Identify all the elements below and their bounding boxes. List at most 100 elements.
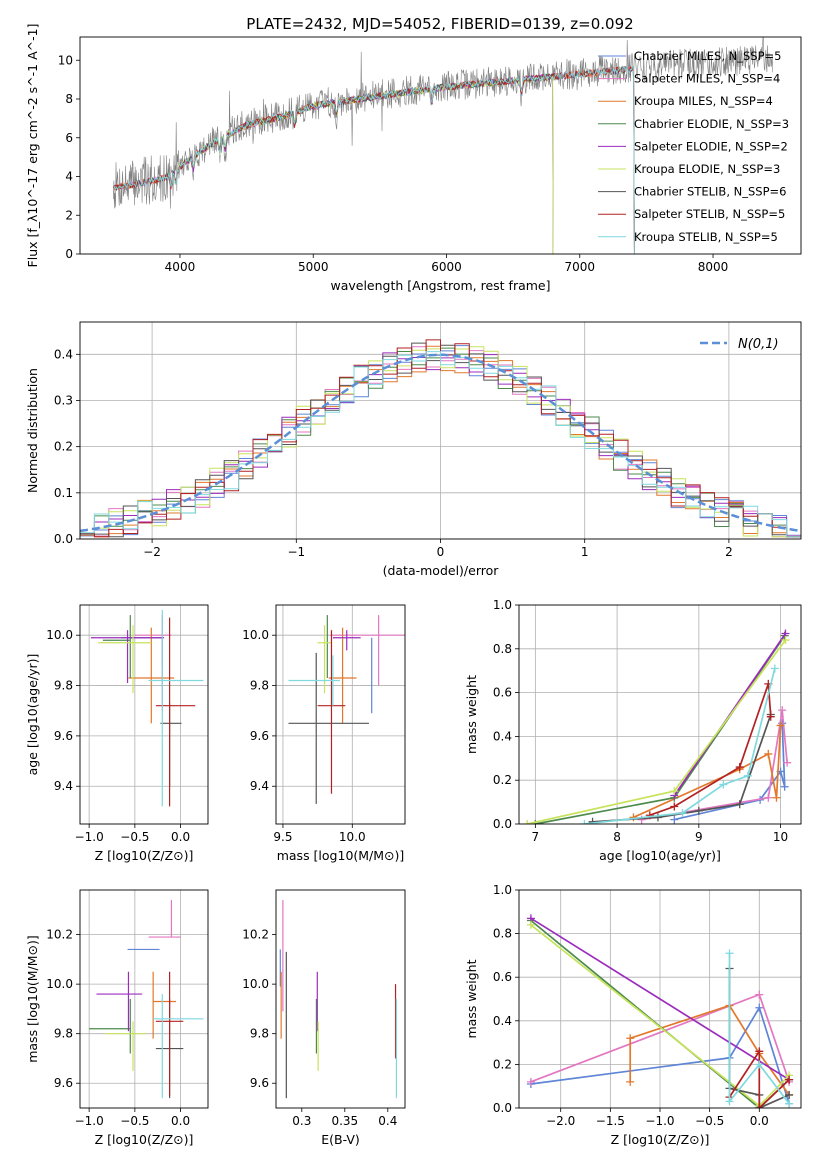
grid	[519, 605, 801, 824]
x-tick-label: 9.5	[273, 830, 292, 844]
y-tick-label: 10.0	[242, 977, 269, 991]
x-tick-label: 2	[725, 545, 733, 559]
weight-marker-kroupa_miles	[764, 749, 773, 758]
y-tick-label: 10.2	[242, 928, 269, 942]
weight-marker-salpeter_miles	[764, 793, 773, 802]
axes-frame	[275, 889, 406, 1109]
weight-marker-chabrier_stelib	[694, 806, 703, 815]
y-tick-label: 0.6	[493, 686, 512, 700]
y-tick-label: 0.0	[54, 532, 73, 546]
axes-frame	[79, 604, 209, 825]
plot-area	[80, 322, 801, 539]
y-tick-label: 9.6	[54, 729, 73, 743]
errorbar-salpeter_miles	[148, 899, 181, 938]
weight-marker-kroupa_miles	[776, 721, 785, 730]
y-tick-label: 0.4	[54, 347, 73, 361]
errorbar-kroupa_stelib	[148, 610, 204, 807]
x-axis-label: (data-model)/error	[383, 563, 500, 578]
x-tick-label: 9	[695, 830, 703, 844]
y-tick-label: 0.3	[54, 393, 73, 407]
weight-marker-salpeter_stelib	[735, 763, 744, 772]
legend-label: Chabrier STELIB, N_SSP=6	[634, 185, 786, 199]
x-tick-label: 0.3	[292, 1114, 311, 1128]
errorbar-chabrier_elodie	[102, 615, 131, 678]
y-axis-label: Flux [f_λ10^-17 erg cm^-2 s^-1 A^-1]	[25, 24, 40, 268]
legend-label: Salpeter STELIB, N_SSP=5	[634, 207, 785, 221]
y-tick-label: 0.0	[493, 1101, 512, 1115]
x-axis-label: E(B-V)	[321, 1132, 360, 1147]
errorbar-chabrier_stelib	[288, 652, 369, 804]
panel-mass-vs-EBV: 0.3 0.35 0.4 9.6 9.8 10.0 10.2 E(B-V)	[242, 889, 406, 1147]
errorbar-kroupa_stelib	[153, 994, 204, 1099]
y-axis-label: age [log10(age/yr)]	[25, 654, 40, 776]
x-tick-label: −1.0	[75, 1114, 104, 1128]
weight-marker-kroupa_elodie	[670, 787, 679, 796]
y-tick-label: 9.8	[54, 1027, 73, 1041]
weight-line-salpeter_elodie	[530, 917, 790, 1081]
histogram-legend: N(0,1)	[700, 337, 779, 352]
axes-frame	[275, 604, 406, 825]
weight-marker-kroupa_stelib	[743, 771, 752, 780]
x-axis-label: Z [log10(Z/Z⊙)]	[95, 1132, 194, 1147]
y-tick-label: 10	[58, 53, 73, 67]
errorbar-salpeter_elodie	[332, 630, 361, 651]
weight-marker-salpeter_stelib	[645, 811, 654, 820]
data-layer	[112, 37, 773, 254]
plot-area	[80, 605, 208, 824]
weight-marker-kroupa_stelib	[719, 780, 728, 789]
panel-age-vs-Z: −1.0 −0.5 0.0 9.4 9.6 9.8 10.0 Z [log10(Z/Z⊙)] a…	[25, 604, 209, 863]
x-tick-label: −1.0	[75, 830, 104, 844]
data-layer	[523, 629, 792, 824]
x-axis-label: Z [log10(Z/Z⊙)]	[95, 848, 194, 863]
x-tick-label: −2.0	[546, 1114, 575, 1128]
axes-frame	[79, 889, 209, 1109]
legend-label: Kroupa MILES, N_SSP=4	[634, 94, 773, 108]
plot-area	[519, 890, 801, 1108]
panel-mass-vs-Z: −1.0 −0.5 0.0 9.6 9.8 10.0 10.2 Z [log10(Z/Z⊙)]…	[25, 889, 209, 1147]
weight-marker-salpeter_miles	[526, 1077, 535, 1086]
weight-marker-kroupa_stelib	[580, 820, 589, 824]
y-tick-label: 1.0	[493, 883, 512, 897]
weight-marker-chabrier_stelib	[588, 817, 597, 824]
grid	[80, 890, 208, 1108]
model-spectrum-kroupa_stelib	[112, 65, 635, 254]
x-tick-label: 6000	[431, 260, 462, 274]
errorbar-kroupa_elodie	[98, 625, 152, 694]
x-tick-label: −0.5	[695, 1114, 724, 1128]
x-tick-label: 5000	[298, 260, 329, 274]
y-tick-label: 9.8	[250, 1027, 269, 1041]
y-tick-label: 8	[65, 92, 73, 106]
weight-marker-salpeter_stelib	[766, 712, 775, 721]
weight-marker-salpeter_miles	[755, 990, 764, 999]
x-tick-label: −0.5	[120, 1114, 149, 1128]
weight-line-kroupa_elodie	[527, 639, 787, 824]
plot-area	[276, 605, 405, 824]
y-tick-label: 9.6	[54, 1076, 73, 1090]
x-tick-label: −2	[143, 545, 161, 559]
weight-marker-kroupa_elodie	[526, 920, 535, 929]
x-tick-label: 0.4	[378, 1114, 397, 1128]
errorbar-chabrier_stelib	[160, 703, 182, 787]
x-tick-label: 7	[532, 830, 540, 844]
x-tick-label: 8	[613, 830, 621, 844]
y-tick-label: 0.2	[493, 1057, 512, 1071]
weight-marker-chabrier_stelib	[785, 1090, 794, 1099]
y-axis-label: Normed distribution	[25, 368, 40, 493]
weight-line-kroupa_stelib	[728, 953, 790, 1105]
panel-age-vs-mass: 9.5 10.0 9.4 9.6 9.8 10.0 mass [log10(M/M⊙)]	[242, 604, 406, 863]
weight-marker-salpeter_stelib	[785, 1075, 794, 1084]
y-tick-label: 6	[65, 131, 73, 145]
x-tick-label: 4000	[165, 260, 196, 274]
data-layer	[89, 899, 204, 1099]
data-layer	[90, 610, 204, 807]
figure-title: PLATE=2432, MJD=54052, FIBERID=0139, z=0…	[246, 15, 633, 33]
weight-marker-kroupa_stelib	[770, 664, 779, 673]
weight-line-kroupa_miles	[633, 725, 782, 819]
x-tick-label: 0.0	[171, 1114, 190, 1128]
y-tick-label: 0.6	[493, 970, 512, 984]
y-tick-label: 10.0	[46, 977, 73, 991]
errorbar-salpeter_stelib	[155, 971, 184, 1096]
y-axis-label: mass weight	[464, 675, 479, 754]
legend-label: Chabrier MILES, N_SSP=5	[634, 49, 781, 63]
